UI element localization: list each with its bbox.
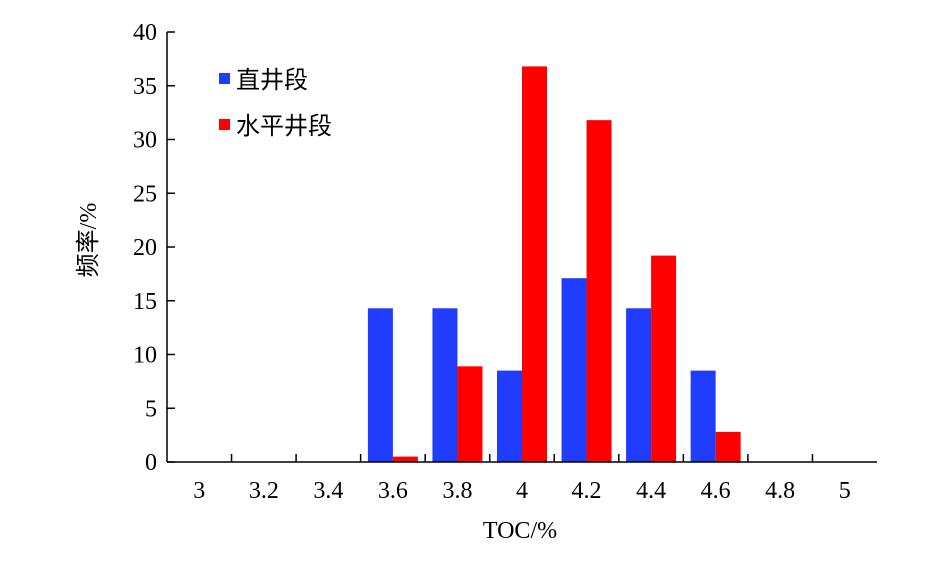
x-tick-label: 3.8 xyxy=(442,478,472,504)
bar-series-2-4.6 xyxy=(715,431,741,462)
x-tick-label: 3.2 xyxy=(249,478,279,504)
y-tick-label: 25 xyxy=(133,181,157,207)
bar-series-2-4.4 xyxy=(651,255,677,462)
x-tick-label: 4.8 xyxy=(765,478,795,504)
bar-series-1-3.6 xyxy=(367,308,393,462)
y-tick-label: 30 xyxy=(133,128,157,154)
y-tick-label: 40 xyxy=(133,20,157,46)
bar-series-2-4 xyxy=(522,66,547,463)
legend-swatch-series-2 xyxy=(219,119,230,130)
y-ticks: 0 5 10 15 20 25 30 35 40 xyxy=(133,20,175,476)
bar-series-1-4.4 xyxy=(626,308,652,462)
y-axis-title: 频率/% xyxy=(75,203,102,278)
y-tick-label: 0 xyxy=(145,450,157,476)
y-tick-label: 20 xyxy=(133,235,157,261)
bar-series-1-4 xyxy=(497,370,522,462)
bar-series-2-3.6 xyxy=(392,456,418,462)
x-tick-label: 4.2 xyxy=(572,478,602,504)
y-tick-label: 10 xyxy=(133,343,157,369)
legend-swatch-series-1 xyxy=(219,73,230,84)
legend-label-series-2: 水平井段 xyxy=(236,112,332,140)
x-axis-title: TOC/% xyxy=(483,518,557,544)
x-tick-label: 4 xyxy=(516,478,528,504)
x-tick-label: 5 xyxy=(839,478,851,504)
x-tick-label: 3 xyxy=(193,478,205,504)
legend-label-series-1: 直井段 xyxy=(236,66,308,94)
y-tick-label: 5 xyxy=(145,396,157,422)
x-tick-label: 4.6 xyxy=(701,478,731,504)
bar-series-1-4.6 xyxy=(690,370,716,462)
x-tick-label: 4.4 xyxy=(636,478,666,504)
x-ticks: 3 3.2 3.4 3.6 3.8 4 4.2 4.4 4.6 4.8 5 xyxy=(193,454,851,504)
x-tick-label: 3.6 xyxy=(378,478,408,504)
y-tick-label: 35 xyxy=(133,74,157,100)
bar-series-2-3.8 xyxy=(457,366,483,462)
bar-series-2-4.2 xyxy=(586,120,612,463)
y-tick-label: 15 xyxy=(133,289,157,315)
x-tick-label: 3.4 xyxy=(313,478,343,504)
bar-series-1-3.8 xyxy=(432,308,458,462)
bar-series-1-4.2 xyxy=(561,278,587,462)
legend: 直井段 水平井段 xyxy=(219,66,332,140)
bars-layer xyxy=(367,66,741,463)
